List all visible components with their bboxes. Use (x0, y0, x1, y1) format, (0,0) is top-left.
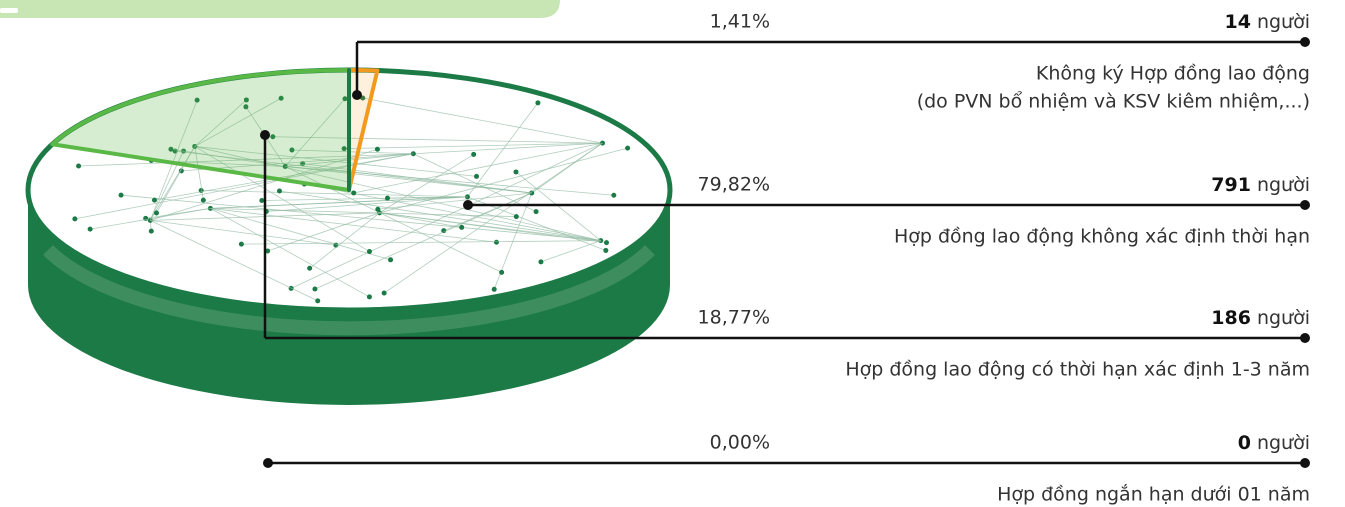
leader-dot (352, 90, 362, 100)
infographic: 1,41% 14 người Không ký Hợp đồng lao động (d… (0, 0, 1345, 507)
count-label: 791 người (1211, 174, 1310, 196)
count-label: 14 người (1224, 11, 1310, 33)
leader-dot (1300, 37, 1310, 47)
category-label: Hợp đồng lao động không xác định thời hạ… (894, 226, 1310, 248)
category-label: (do PVN bổ nhiệm và KSV kiêm nhiệm,...) (917, 91, 1310, 113)
count-unit: người (1257, 307, 1310, 329)
leader-dot (1300, 200, 1310, 210)
percent-label: 18,77% (698, 307, 770, 329)
count-unit: người (1257, 432, 1310, 454)
category-label: Hợp đồng lao động có thời hạn xác định 1… (845, 359, 1310, 381)
count-value: 14 (1224, 11, 1250, 33)
category-label: Không ký Hợp đồng lao động (1036, 63, 1310, 85)
leader-dot (1300, 458, 1310, 468)
count-value: 0 (1238, 432, 1251, 454)
count-unit: người (1257, 174, 1310, 196)
leader-dot (1300, 333, 1310, 343)
count-value: 186 (1211, 307, 1251, 329)
percent-label: 1,41% (710, 11, 770, 33)
category-label: Hợp đồng ngắn hạn dưới 01 năm (997, 483, 1310, 506)
count-label: 186 người (1211, 307, 1310, 329)
leader-dot (463, 200, 473, 210)
percent-label: 0,00% (710, 432, 770, 454)
count-value: 791 (1211, 174, 1251, 196)
percent-label: 79,82% (698, 174, 770, 196)
leader-dot (263, 458, 273, 468)
count-label: 0 người (1238, 432, 1310, 454)
pie (28, 70, 670, 405)
leader-dot (260, 130, 270, 140)
count-unit: người (1257, 11, 1310, 33)
banner-mark (0, 8, 18, 13)
banner (0, 0, 560, 18)
